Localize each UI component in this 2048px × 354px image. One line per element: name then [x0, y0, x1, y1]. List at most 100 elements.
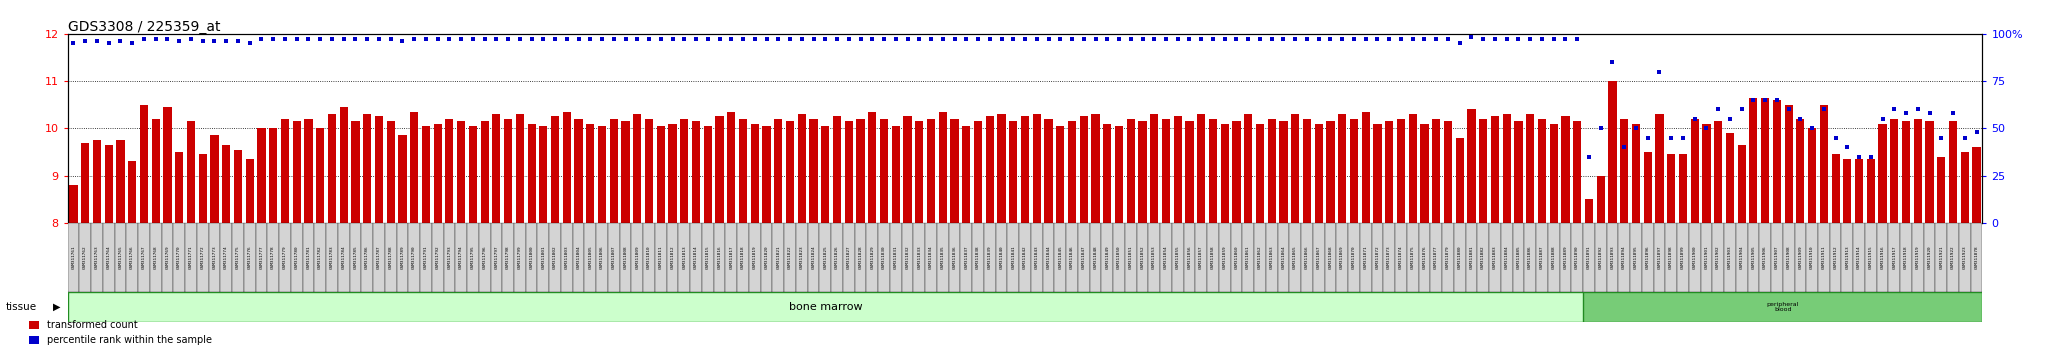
- Bar: [1583, 223, 1595, 292]
- Bar: [1206, 223, 1219, 292]
- Bar: [762, 126, 770, 223]
- Text: GSM311850: GSM311850: [1116, 246, 1120, 269]
- Bar: [633, 114, 641, 223]
- Point: [385, 38, 418, 44]
- Bar: [1315, 124, 1323, 223]
- Text: GSM311913: GSM311913: [1845, 246, 1849, 269]
- Bar: [1665, 223, 1677, 292]
- Bar: [444, 119, 453, 223]
- Bar: [1618, 223, 1630, 292]
- Bar: [231, 223, 244, 292]
- Point: [246, 36, 279, 42]
- Bar: [279, 223, 291, 292]
- Point: [655, 36, 688, 42]
- Bar: [328, 114, 336, 223]
- Bar: [1843, 159, 1851, 223]
- Text: GSM311765: GSM311765: [119, 246, 123, 269]
- Bar: [1747, 223, 1759, 292]
- Point: [152, 36, 184, 42]
- Point: [1384, 36, 1417, 42]
- Bar: [1290, 223, 1300, 292]
- Bar: [1372, 223, 1382, 292]
- Bar: [1655, 114, 1663, 223]
- Bar: [268, 223, 279, 292]
- Text: ▶: ▶: [53, 302, 61, 312]
- Bar: [809, 119, 817, 223]
- Bar: [1630, 223, 1642, 292]
- Text: GSM311917: GSM311917: [1892, 246, 1896, 269]
- Bar: [1597, 176, 1606, 223]
- Text: GSM311891: GSM311891: [1587, 246, 1591, 269]
- Text: GSM311854: GSM311854: [1163, 246, 1167, 269]
- Bar: [420, 223, 432, 292]
- Point: [350, 36, 383, 42]
- Bar: [1337, 223, 1348, 292]
- Point: [950, 36, 983, 42]
- Bar: [1067, 121, 1075, 223]
- Text: GSM311835: GSM311835: [940, 246, 944, 269]
- Text: GSM311797: GSM311797: [494, 246, 498, 269]
- Text: GSM311919: GSM311919: [1915, 246, 1919, 269]
- Point: [926, 36, 958, 42]
- Bar: [936, 223, 948, 292]
- Text: GSM311802: GSM311802: [553, 246, 557, 269]
- Bar: [1550, 124, 1559, 223]
- Text: GSM311860: GSM311860: [1235, 246, 1239, 269]
- Point: [281, 36, 313, 42]
- Text: GSM311842: GSM311842: [1024, 246, 1026, 269]
- Bar: [516, 114, 524, 223]
- Text: GSM311782: GSM311782: [317, 246, 322, 269]
- Text: GSM311876: GSM311876: [1423, 246, 1427, 269]
- Text: GSM311851: GSM311851: [1128, 246, 1133, 269]
- Bar: [117, 140, 125, 223]
- Text: GSM311836: GSM311836: [952, 246, 956, 269]
- Bar: [1960, 223, 1970, 292]
- Point: [1362, 36, 1395, 42]
- Point: [117, 40, 150, 46]
- Bar: [1350, 119, 1358, 223]
- Bar: [1548, 223, 1559, 292]
- Text: GSM311819: GSM311819: [754, 246, 758, 269]
- Bar: [928, 119, 936, 223]
- Bar: [1737, 145, 1745, 223]
- Text: GSM311923: GSM311923: [1962, 246, 1966, 269]
- Point: [985, 36, 1018, 42]
- Text: GSM311880: GSM311880: [1458, 246, 1462, 269]
- Text: GDS3308 / 225359_at: GDS3308 / 225359_at: [68, 19, 219, 34]
- Text: GSM311823: GSM311823: [801, 246, 803, 269]
- Point: [1114, 36, 1147, 42]
- Point: [1268, 36, 1300, 42]
- Bar: [549, 223, 561, 292]
- Point: [680, 36, 713, 42]
- Text: GSM311764: GSM311764: [106, 246, 111, 269]
- Text: GSM311881: GSM311881: [1468, 246, 1473, 269]
- Bar: [246, 159, 254, 223]
- Bar: [1712, 223, 1724, 292]
- Bar: [164, 107, 172, 223]
- Bar: [1137, 223, 1149, 292]
- Point: [268, 36, 301, 42]
- Point: [375, 36, 408, 42]
- Point: [233, 40, 266, 46]
- Point: [104, 38, 137, 44]
- Bar: [1632, 124, 1640, 223]
- Bar: [373, 223, 385, 292]
- Text: GSM311921: GSM311921: [1939, 246, 1944, 269]
- Bar: [1821, 105, 1829, 223]
- Bar: [1151, 114, 1159, 223]
- Text: GSM311888: GSM311888: [1552, 246, 1556, 269]
- Bar: [385, 223, 397, 292]
- Text: GSM311839: GSM311839: [987, 246, 991, 269]
- Text: GSM311848: GSM311848: [1094, 246, 1098, 269]
- Point: [1526, 36, 1559, 42]
- Bar: [1466, 223, 1477, 292]
- Bar: [1161, 119, 1169, 223]
- Point: [340, 36, 373, 42]
- Text: GSM311798: GSM311798: [506, 246, 510, 269]
- Bar: [608, 223, 621, 292]
- Bar: [492, 223, 502, 292]
- Bar: [305, 119, 313, 223]
- Bar: [950, 119, 958, 223]
- Bar: [362, 114, 371, 223]
- Bar: [631, 223, 643, 292]
